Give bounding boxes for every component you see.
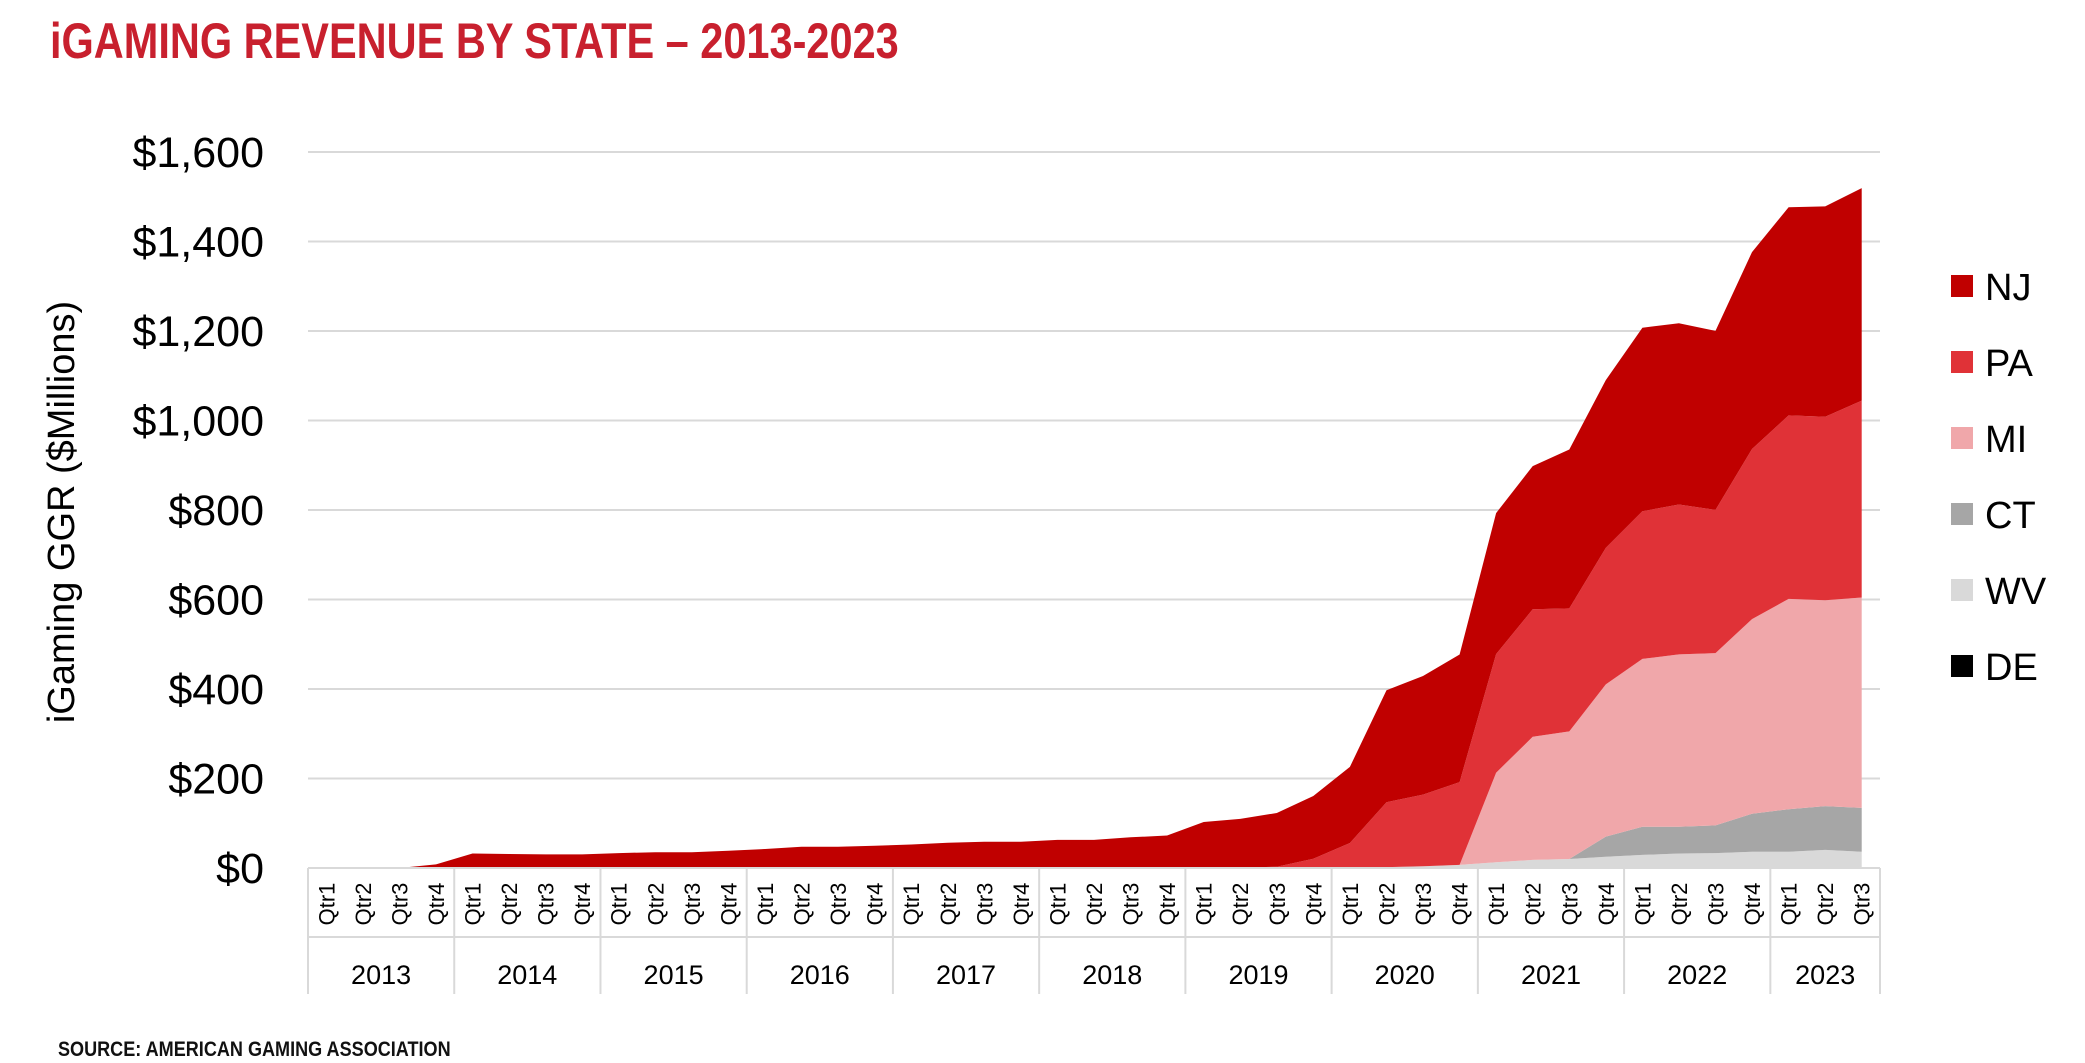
legend-item-pa: PA (1951, 343, 2034, 385)
legend-label: CT (1985, 495, 2036, 537)
x-tick-label: Qtr3 (1265, 883, 1290, 926)
x-group-label: 2018 (1082, 960, 1142, 990)
x-tick-label: Qtr4 (1448, 883, 1473, 926)
x-tick-label: Qtr1 (899, 883, 924, 926)
x-tick-label: Qtr2 (936, 883, 961, 926)
y-tick-label: $1,400 (132, 219, 264, 267)
x-tick-label: Qtr3 (826, 883, 851, 926)
y-axis-label: iGaming GGR ($Millions) (41, 301, 83, 723)
legend-item-ct: CT (1951, 495, 2036, 537)
x-group-label: 2020 (1375, 960, 1435, 990)
x-tick-label: Qtr3 (1411, 883, 1436, 926)
x-group-label: 2015 (644, 960, 704, 990)
x-tick-label: Qtr1 (1484, 883, 1509, 926)
x-tick-label: Qtr1 (607, 883, 632, 926)
x-group-label: 2013 (351, 960, 411, 990)
y-tick-label: $0 (216, 845, 264, 893)
area-series-wv (326, 849, 1862, 868)
x-tick-label: Qtr1 (314, 883, 339, 926)
x-tick-label: Qtr1 (1777, 883, 1802, 926)
legend-label: NJ (1985, 267, 2031, 309)
legend-swatch (1951, 275, 1973, 297)
y-tick-label: $1,200 (132, 308, 264, 356)
gridlines (308, 151, 1880, 780)
x-tick-label: Qtr1 (1045, 883, 1070, 926)
y-axis-ticks: $0 $200 $400 $600 $800 $1,000 $1,200 $1,400 $1,6… (132, 129, 264, 893)
x-tick-label: Qtr1 (1192, 883, 1217, 926)
legend-swatch (1951, 655, 1973, 677)
x-group-label: 2017 (936, 960, 996, 990)
area-series-pa (326, 400, 1862, 868)
x-group-label: 2023 (1795, 960, 1855, 990)
legend-label: DE (1985, 647, 2038, 689)
legend-swatch (1951, 351, 1973, 373)
x-tick-label: Qtr4 (424, 883, 449, 926)
y-tick-label: $800 (168, 487, 264, 535)
x-tick-label: Qtr1 (1630, 883, 1655, 926)
y-tick-label: $600 (168, 577, 264, 625)
legend-item-nj: NJ (1951, 267, 2031, 309)
y-tick-label: $1,600 (132, 129, 264, 177)
x-tick-label: Qtr2 (351, 883, 376, 926)
x-tick-label: Qtr2 (1667, 883, 1692, 926)
x-tick-label: Qtr4 (863, 883, 888, 926)
x-group-label: 2019 (1228, 960, 1288, 990)
x-tick-label: Qtr2 (790, 883, 815, 926)
legend: NJ PA MI CT WV DE (1951, 267, 2047, 689)
chart-title: iGAMING REVENUE BY STATE – 2013-2023 (50, 13, 899, 69)
x-tick-label: Qtr2 (497, 883, 522, 926)
x-tick-label: Qtr4 (1301, 883, 1326, 926)
y-tick-label: $200 (168, 756, 264, 804)
legend-item-wv: WV (1951, 571, 2047, 613)
x-tick-label: Qtr3 (1850, 883, 1875, 926)
x-tick-label: Qtr4 (1594, 883, 1619, 926)
x-tick-label: Qtr2 (1375, 883, 1400, 926)
legend-label: PA (1985, 343, 2034, 385)
x-tick-label: Qtr2 (643, 883, 668, 926)
x-tick-label: Qtr3 (1704, 883, 1729, 926)
x-tick-label: Qtr2 (1082, 883, 1107, 926)
x-tick-label: Qtr4 (1009, 883, 1034, 926)
x-tick-label: Qtr3 (534, 883, 559, 926)
x-tick-label: Qtr3 (1119, 883, 1144, 926)
x-tick-label: Qtr3 (1557, 883, 1582, 926)
y-tick-label: $1,000 (132, 398, 264, 446)
x-tick-label: Qtr3 (387, 883, 412, 926)
source-note: SOURCE: AMERICAN GAMING ASSOCIATION (58, 1038, 451, 1061)
x-tick-label: Qtr4 (1740, 883, 1765, 926)
x-group-label: 2022 (1667, 960, 1727, 990)
legend-item-de: DE (1951, 647, 2038, 689)
stacked-areas (326, 188, 1862, 869)
x-tick-label: Qtr2 (1813, 883, 1838, 926)
x-tick-label: Qtr1 (461, 883, 486, 926)
legend-item-mi: MI (1951, 419, 2027, 461)
x-tick-label: Qtr2 (1521, 883, 1546, 926)
x-group-label: 2014 (497, 960, 557, 990)
x-group-label: 2021 (1521, 960, 1581, 990)
legend-label: WV (1985, 571, 2047, 613)
x-tick-label: Qtr4 (716, 883, 741, 926)
x-tick-label: Qtr4 (570, 883, 595, 926)
x-group-label: 2016 (790, 960, 850, 990)
legend-swatch (1951, 579, 1973, 601)
x-tick-label: Qtr2 (1228, 883, 1253, 926)
legend-swatch (1951, 503, 1973, 525)
x-tick-label: Qtr3 (680, 883, 705, 926)
area-series-nj (326, 188, 1862, 869)
x-axis: Qtr1 Qtr2 Qtr3 Qtr4 Qtr1 Qtr2 Qtr3 Qtr4 Qtr1 Qtr2… (307, 867, 1881, 994)
legend-label: MI (1985, 419, 2027, 461)
x-tick-label: Qtr3 (972, 883, 997, 926)
x-tick-label: Qtr4 (1155, 883, 1180, 926)
legend-swatch (1951, 427, 1973, 449)
x-tick-label: Qtr1 (753, 883, 778, 926)
y-tick-label: $400 (168, 666, 264, 714)
x-tick-label: Qtr1 (1338, 883, 1363, 926)
